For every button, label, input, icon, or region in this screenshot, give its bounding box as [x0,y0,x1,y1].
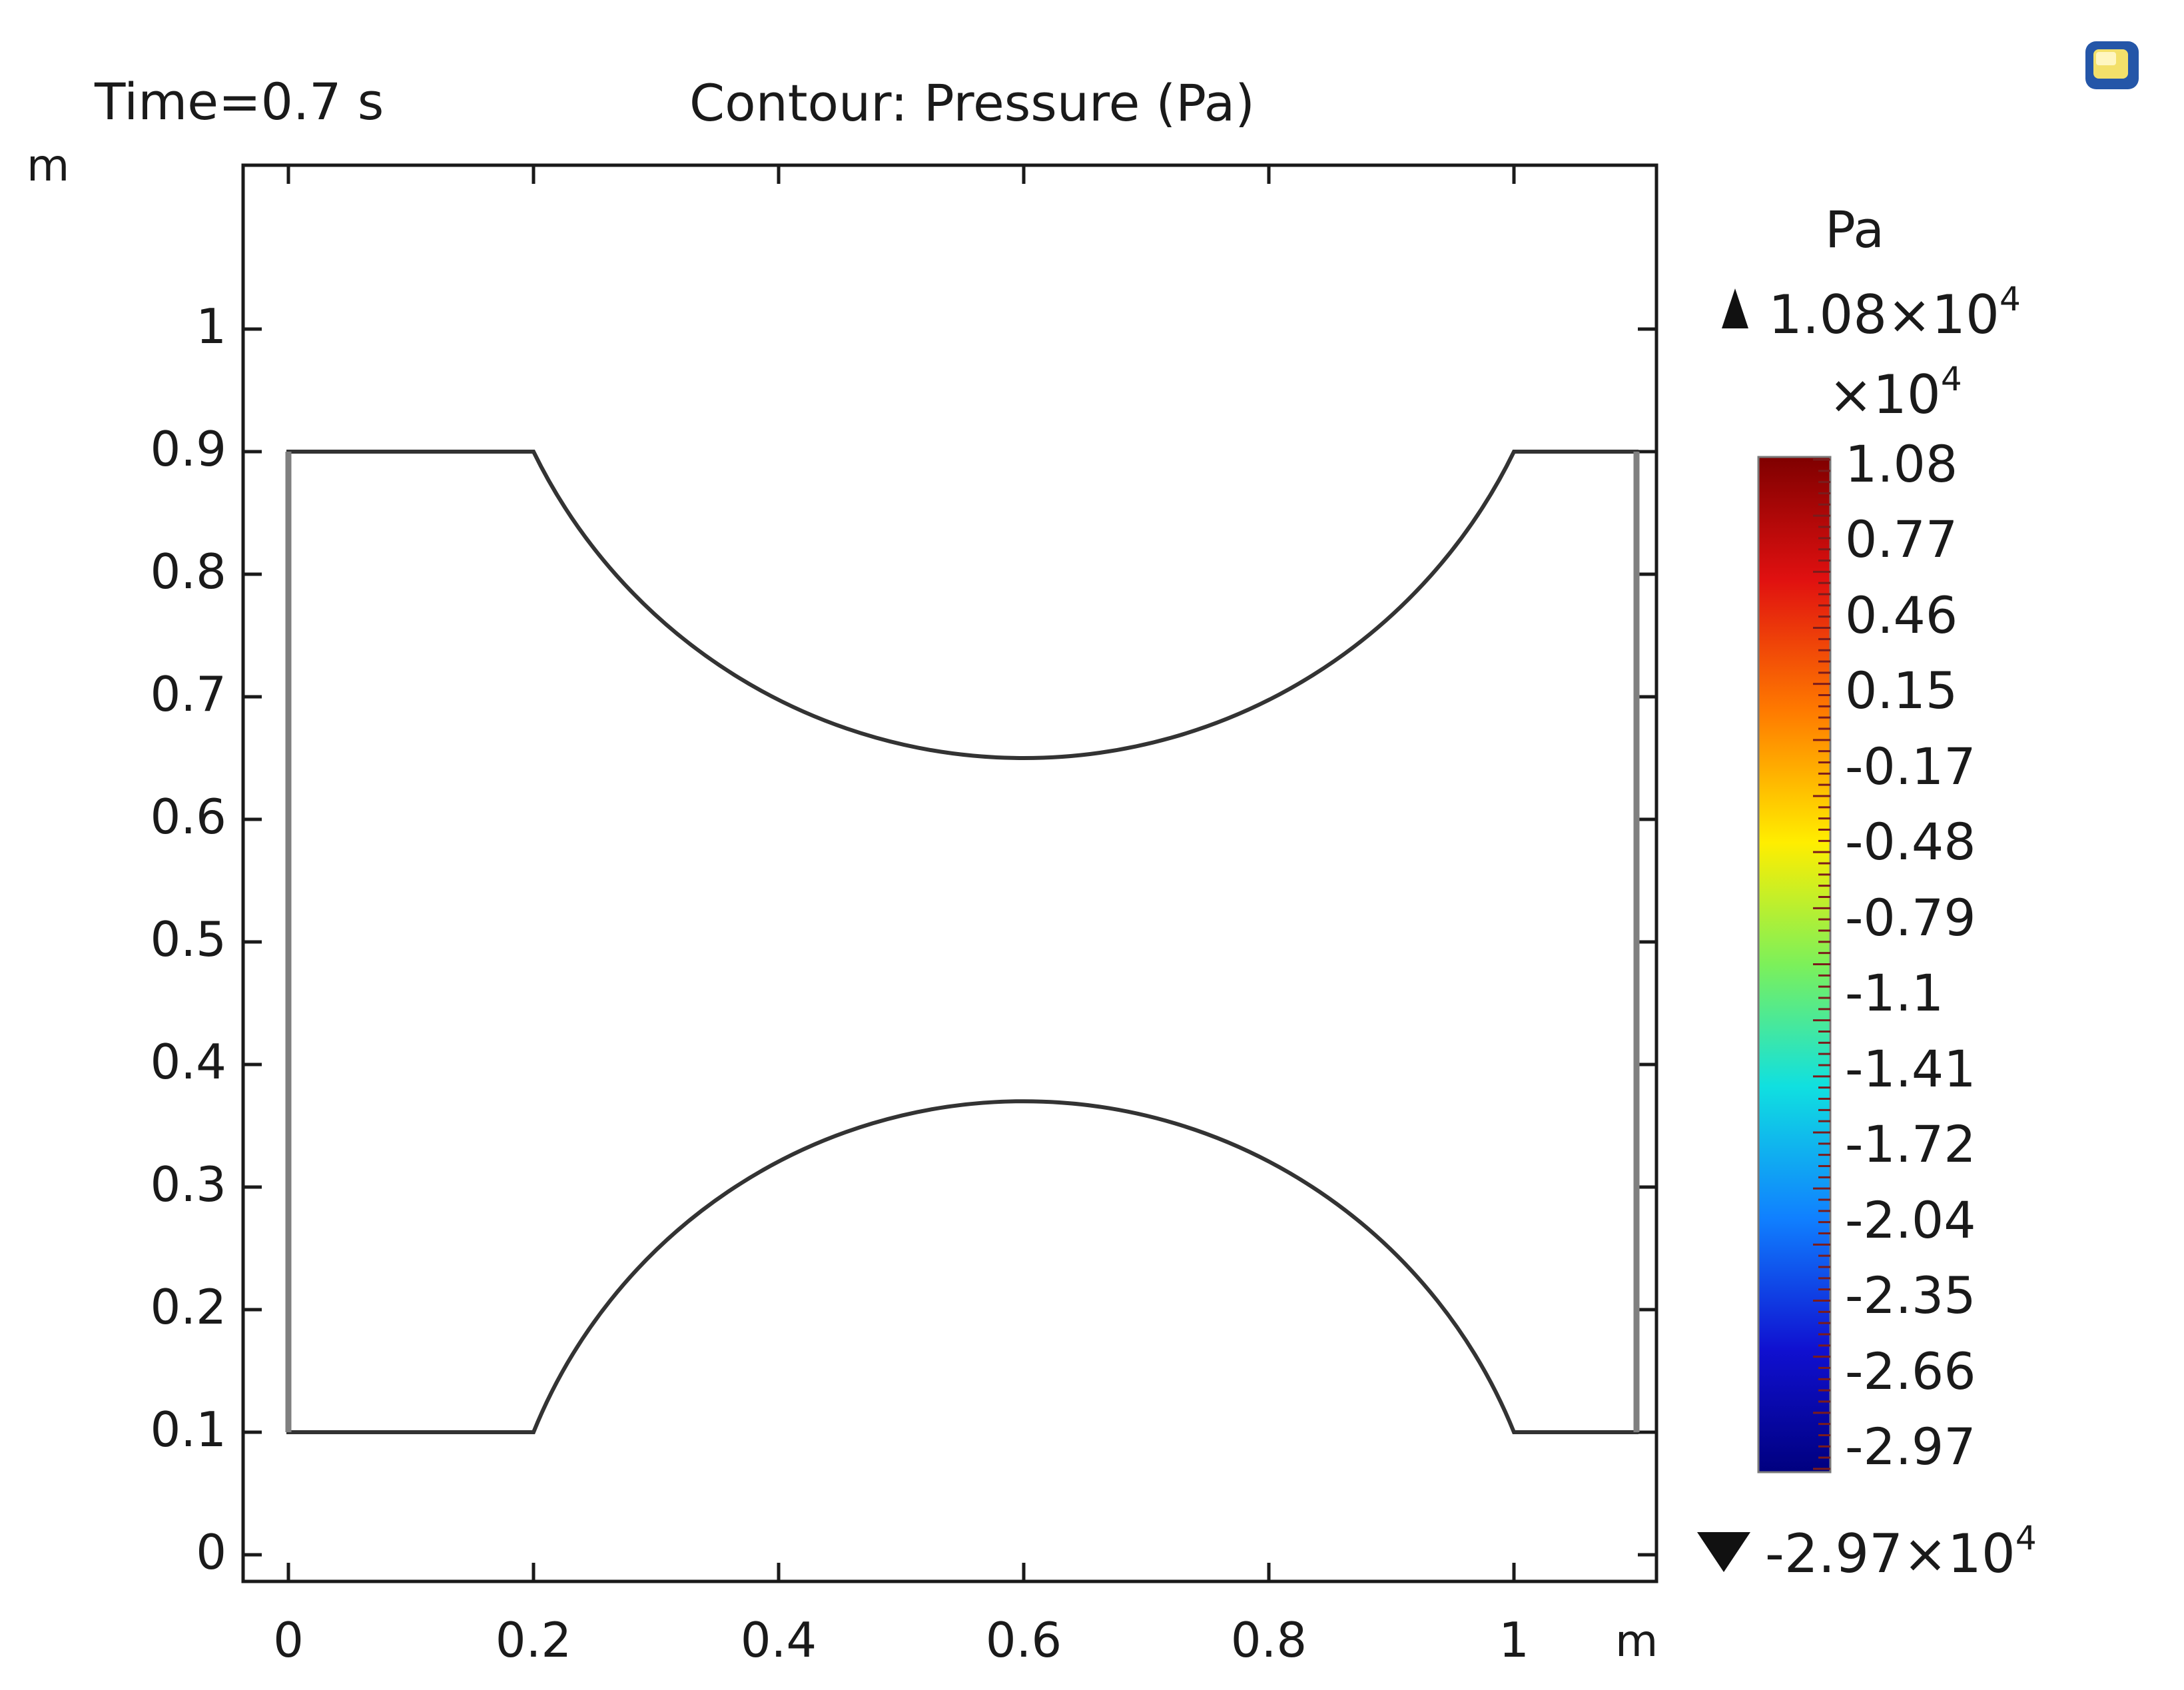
colorbar-tick-label: -1.72 [1845,1114,1976,1174]
y-tick-label: 0.6 [150,789,226,845]
colorbar-tick-label: -2.66 [1845,1341,1976,1401]
contour-line [831,452,893,1432]
colorbar-tick-label: -2.04 [1845,1190,1976,1250]
colorbar-min-triangle [1697,1532,1750,1572]
colorbar-tick-label: -2.35 [1845,1266,1976,1326]
colorbar-tick-label: -0.48 [1845,812,1976,872]
x-tick-label: 0.6 [985,1612,1062,1668]
contour-line [1229,452,1304,1432]
colorbar-max-exponent: 4 [1999,280,2021,318]
x-axis-unit: m [1615,1615,1658,1667]
colorbar-min-exponent: 4 [2015,1519,2037,1557]
x-tick-label: 0.2 [495,1612,572,1668]
contour-line [1040,452,1069,1432]
contour-line [452,452,593,1432]
geometry-boundary [286,450,1638,1434]
contour-line [1283,452,1371,1432]
y-tick-label: 0.3 [150,1156,226,1212]
colorbar-tick-label: -0.17 [1845,736,1976,796]
colorbar-max-triangle [1722,288,1748,328]
contour-line [945,452,982,1432]
contour-line [717,452,803,1432]
colorbar-unit: Pa [1825,200,1884,259]
plot-title: Contour: Pressure (Pa) [689,73,1255,133]
contour-line [793,452,863,1432]
contour-line [603,452,712,1432]
x-tick-label: 0.8 [1230,1612,1307,1668]
contour-line [1499,452,1640,1432]
graphics-window-icon[interactable] [2081,35,2143,96]
y-tick-label: 0.1 [150,1402,226,1458]
y-tick-label: 0.4 [150,1034,226,1090]
colorbar-tick-label: -2.97 [1845,1417,1976,1476]
x-axis-ticks [286,165,1516,1581]
y-tick-label: 0.8 [150,544,226,600]
x-tick-label: 0 [273,1612,304,1668]
contour-line [338,452,503,1432]
y-axis-ticks [243,327,1656,1557]
y-tick-label: 0.5 [150,911,226,967]
colorbar-tick-label: -1.1 [1845,963,1944,1023]
contour-line [1067,452,1103,1432]
colorbar-ticks [1813,458,1830,1470]
contour-line [1202,452,1270,1432]
contour-line [1256,452,1338,1432]
colorbar-tick-label: -0.79 [1845,887,1976,947]
y-tick-label: 1 [196,298,226,354]
colorbar-max-prefix: 1.08×10 [1768,284,2000,346]
y-tick-label: 0.9 [150,421,226,477]
contour-line [1310,452,1405,1432]
contour-line [1148,452,1203,1432]
contour-line [1121,452,1170,1432]
contour-line [1553,452,1708,1432]
contour-line [1445,452,1573,1432]
plot-frame [241,163,1658,1583]
colorbar-tick-label: -1.41 [1845,1039,1976,1098]
contour-line [300,452,473,1432]
x-tick-label: 1 [1499,1612,1529,1668]
contour-line [1472,452,1607,1432]
colorbar-max-value: 1.08×104 [1768,280,2021,346]
contour-line [528,452,653,1432]
y-tick-label: 0.7 [150,666,226,722]
y-tick-label: 0 [196,1524,226,1580]
contour-line [376,452,533,1432]
contour-line [869,452,922,1432]
contour-line [1418,452,1539,1432]
contour-line [1364,452,1472,1432]
contour-line [1175,452,1237,1432]
colorbar-min-value: -2.97×104 [1765,1519,2037,1585]
colorbar-scale-prefix: ×10 [1828,364,1941,426]
contour-line [907,452,952,1432]
x-tick-label: 0.4 [740,1612,817,1668]
colorbar-scale-exponent: 4 [1940,360,1962,398]
contour-line [490,452,623,1432]
contour-line [679,452,773,1432]
colorbar-tick-label: 1.08 [1845,434,1958,494]
contour-line [755,452,833,1432]
y-axis-unit: m [27,140,70,191]
colorbar-tick-label: 0.77 [1845,510,1958,570]
contour-line [414,452,563,1432]
colorbar-tick-label: 0.15 [1845,661,1958,721]
contour-line [982,452,1012,1432]
contour-line [1094,452,1136,1432]
contour-line [641,452,743,1432]
time-label: Time=0.7 s [95,72,384,131]
colorbar-min-prefix: -2.97×10 [1765,1523,2015,1585]
y-tick-label: 0.2 [150,1279,226,1335]
pressure-contour-lines [262,452,1707,1432]
colorbar-scale-factor: ×104 [1828,360,1962,426]
colorbar-tick-label: 0.46 [1845,585,1958,645]
